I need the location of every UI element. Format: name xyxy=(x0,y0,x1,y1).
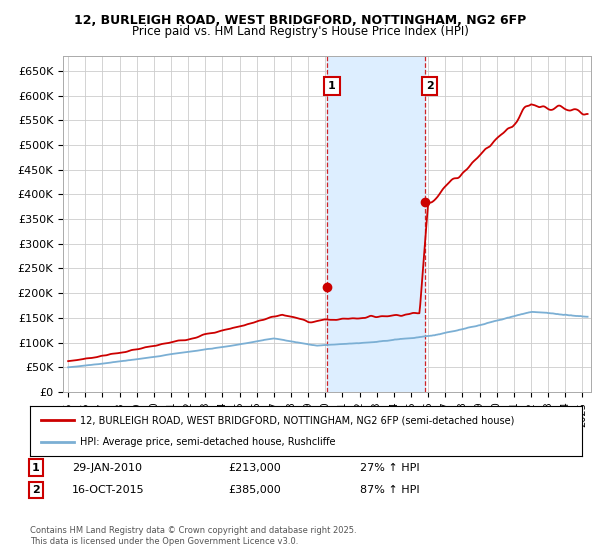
Text: HPI: Average price, semi-detached house, Rushcliffe: HPI: Average price, semi-detached house,… xyxy=(80,437,335,447)
Text: 12, BURLEIGH ROAD, WEST BRIDGFORD, NOTTINGHAM, NG2 6FP (semi-detached house): 12, BURLEIGH ROAD, WEST BRIDGFORD, NOTTI… xyxy=(80,415,514,425)
Text: 1: 1 xyxy=(32,463,40,473)
Text: 1: 1 xyxy=(328,81,335,91)
Text: Contains HM Land Registry data © Crown copyright and database right 2025.
This d: Contains HM Land Registry data © Crown c… xyxy=(30,526,356,546)
Text: £213,000: £213,000 xyxy=(228,463,281,473)
Text: 2: 2 xyxy=(32,485,40,495)
Bar xyxy=(326,56,425,392)
Text: £385,000: £385,000 xyxy=(228,485,281,495)
Text: 87% ↑ HPI: 87% ↑ HPI xyxy=(360,485,419,495)
Text: 29-JAN-2010: 29-JAN-2010 xyxy=(72,463,142,473)
Text: 16-OCT-2015: 16-OCT-2015 xyxy=(72,485,145,495)
Text: 2: 2 xyxy=(426,81,434,91)
Text: Price paid vs. HM Land Registry's House Price Index (HPI): Price paid vs. HM Land Registry's House … xyxy=(131,25,469,38)
Text: 27% ↑ HPI: 27% ↑ HPI xyxy=(360,463,419,473)
Text: 12, BURLEIGH ROAD, WEST BRIDGFORD, NOTTINGHAM, NG2 6FP: 12, BURLEIGH ROAD, WEST BRIDGFORD, NOTTI… xyxy=(74,14,526,27)
